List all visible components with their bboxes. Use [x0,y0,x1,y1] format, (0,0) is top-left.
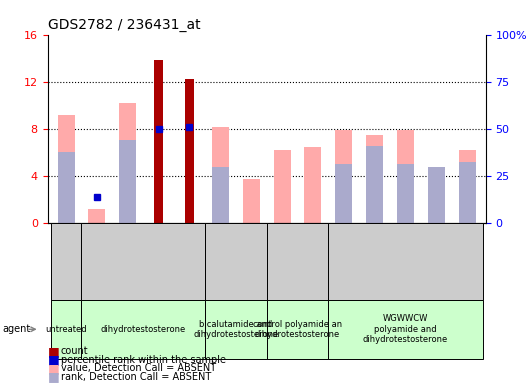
Bar [212,127,229,223]
Bar [274,150,290,223]
Bar [366,146,383,223]
Text: ■: ■ [48,353,59,366]
Bar [459,162,476,223]
Bar [212,167,229,223]
Bar [428,167,445,223]
Text: dihydrotestosterone: dihydrotestosterone [100,325,186,334]
Text: count: count [61,346,88,356]
Bar [119,103,136,223]
Text: bicalutamide and
dihydrotestosterone: bicalutamide and dihydrotestosterone [193,319,278,339]
Text: value, Detection Call = ABSENT: value, Detection Call = ABSENT [61,363,216,373]
Bar [305,147,322,223]
Text: agent: agent [3,324,31,334]
Bar [243,179,260,223]
Bar [335,164,352,223]
Bar [154,60,163,223]
Bar [459,150,476,223]
Bar [397,130,414,223]
Bar [119,141,136,223]
Bar [397,164,414,223]
Bar [58,152,74,223]
Bar [88,209,106,223]
Text: ■: ■ [48,345,59,358]
Bar [428,167,445,223]
Text: GDS2782 / 236431_at: GDS2782 / 236431_at [48,18,200,32]
Text: rank, Detection Call = ABSENT: rank, Detection Call = ABSENT [61,372,211,382]
Bar [58,114,74,223]
Bar [366,134,383,223]
Text: percentile rank within the sample: percentile rank within the sample [61,355,226,365]
Text: control polyamide an
dihydrotestosterone: control polyamide an dihydrotestosterone [253,319,342,339]
Text: untreated: untreated [45,325,87,334]
Text: WGWWCW
polyamide and
dihydrotestosterone: WGWWCW polyamide and dihydrotestosterone [363,314,448,344]
Bar [185,79,194,223]
Bar [335,130,352,223]
Text: ■: ■ [48,370,59,383]
Text: ■: ■ [48,362,59,375]
